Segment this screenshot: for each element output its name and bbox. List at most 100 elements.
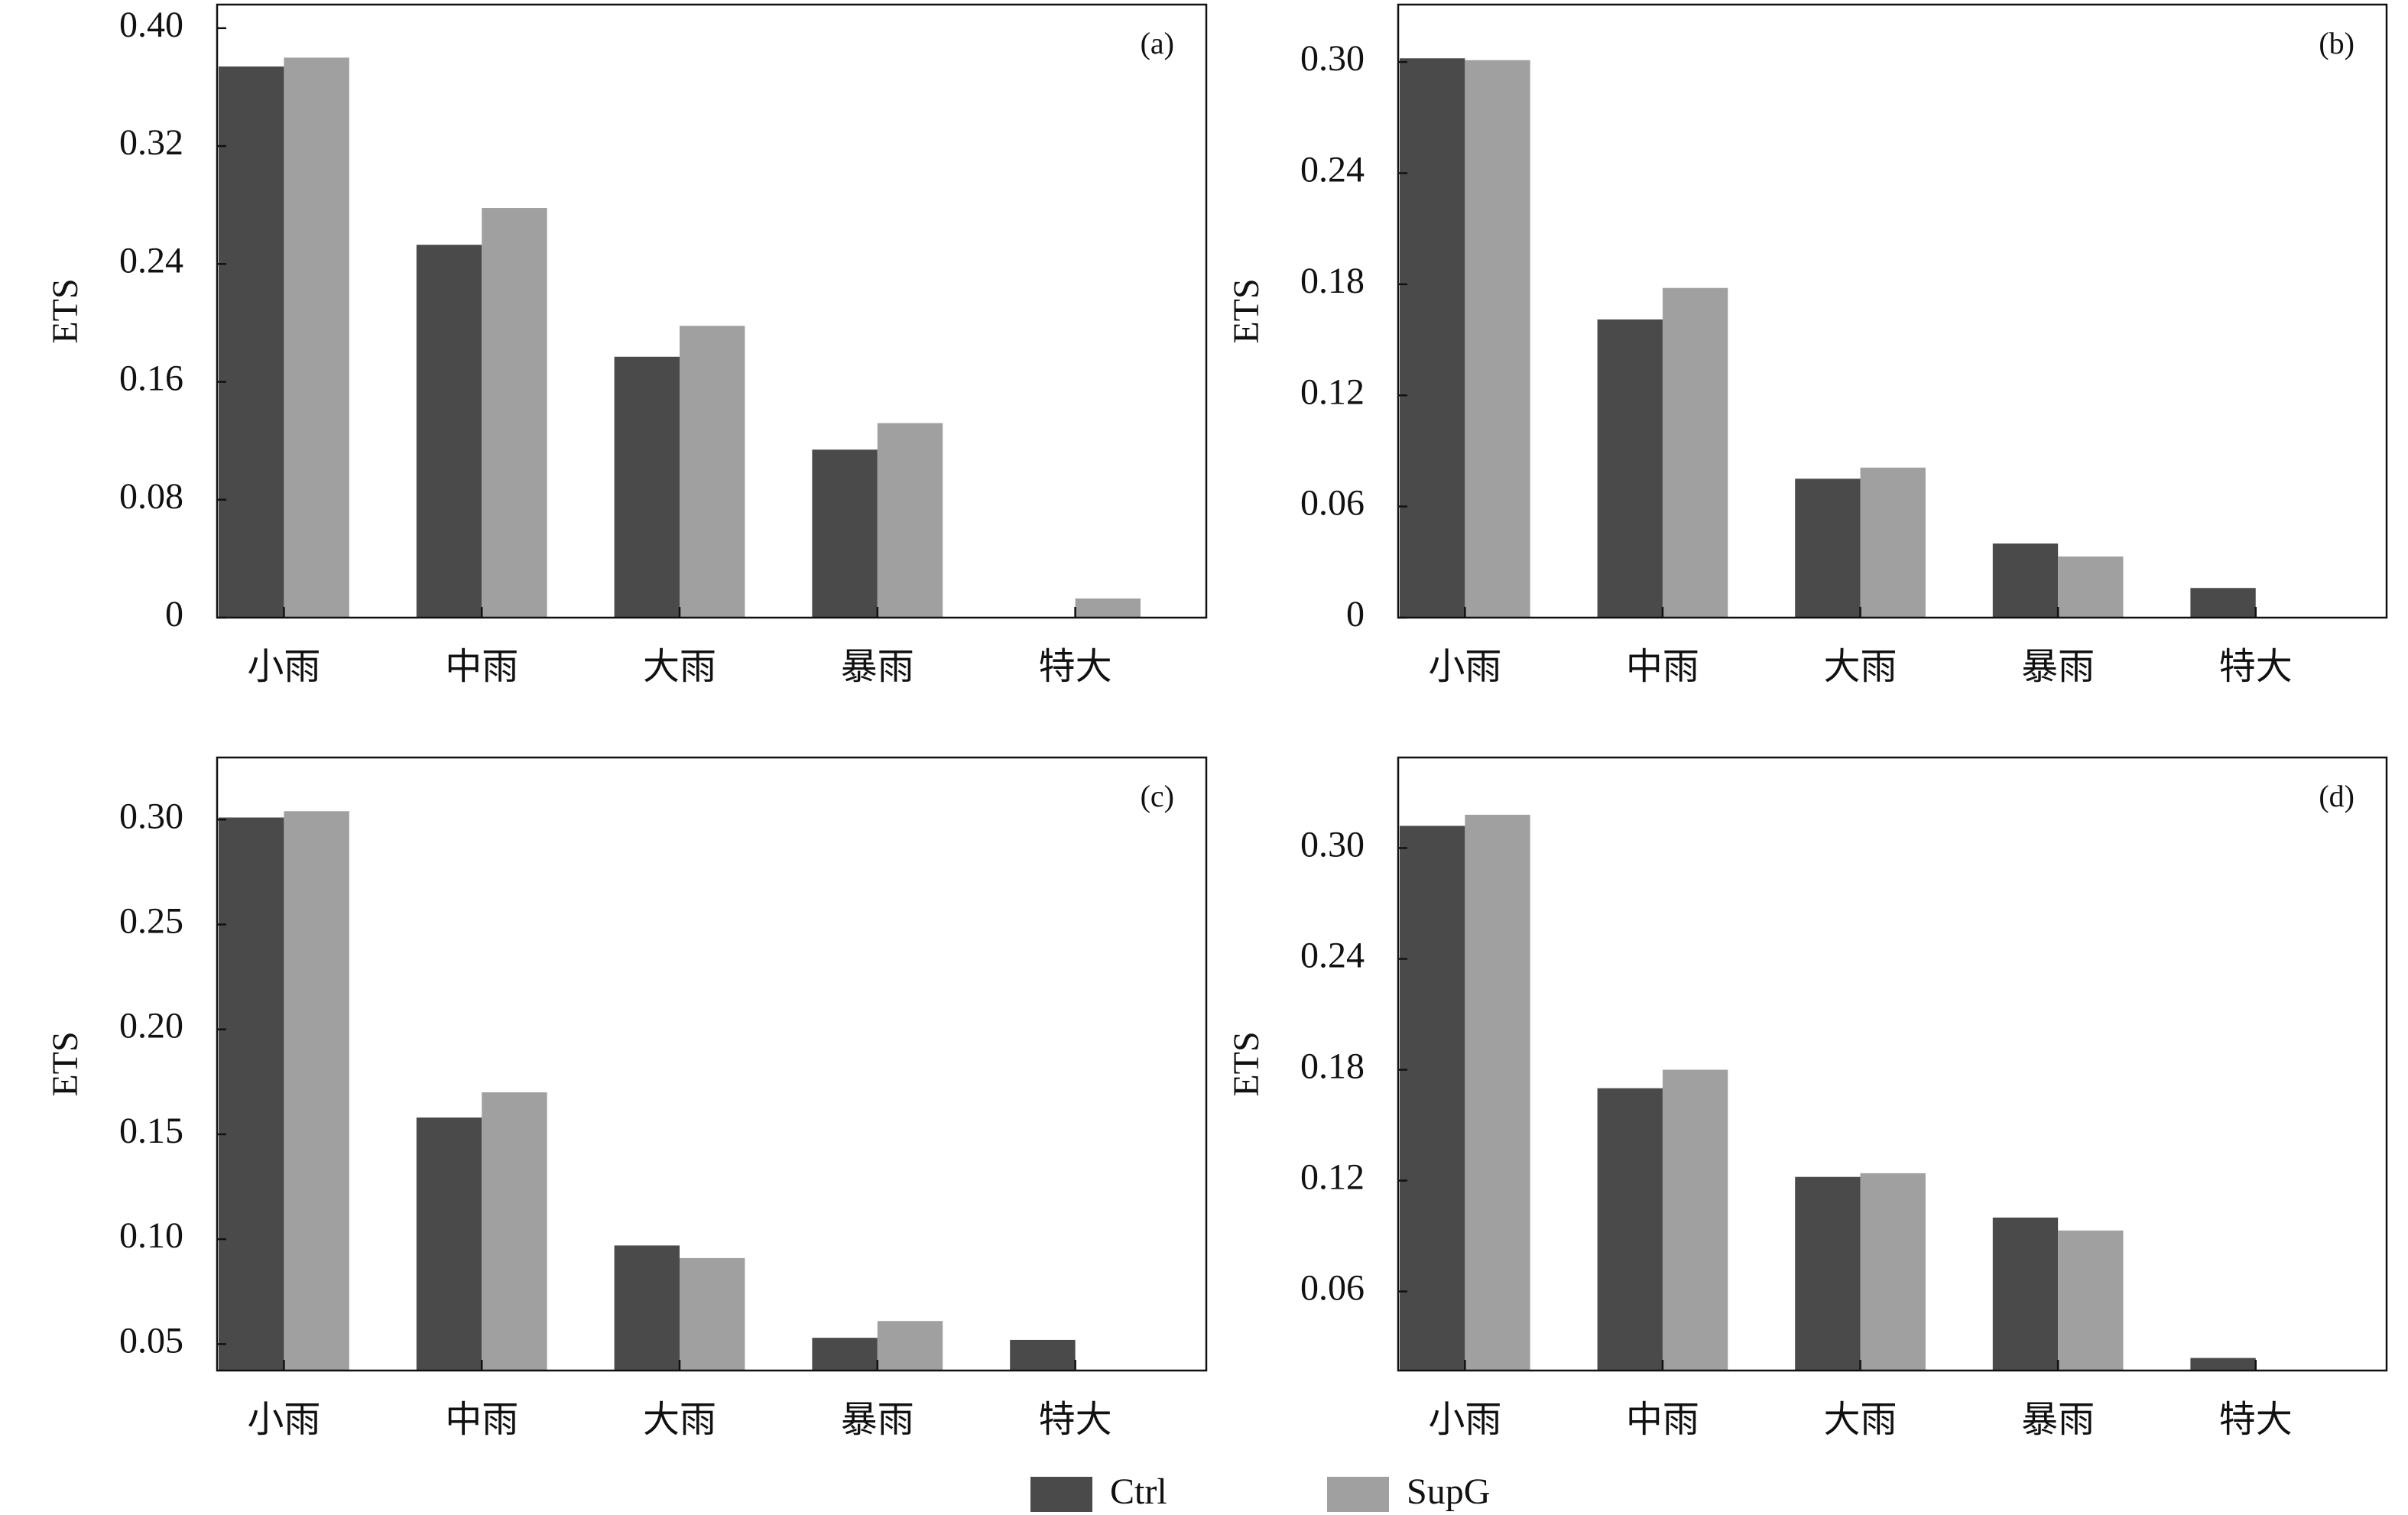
- y-tick-label: 0.12: [1300, 371, 1365, 412]
- x-tick-label: 小雨: [247, 647, 320, 687]
- bar: [1662, 1069, 1728, 1371]
- bar: [219, 66, 284, 618]
- y-tick-label: 0.08: [119, 476, 183, 517]
- y-axis-label: ETS: [45, 278, 86, 343]
- x-tick-label: 中雨: [1626, 647, 1699, 687]
- x-tick-label: 暴雨: [2021, 647, 2095, 687]
- bar: [680, 1257, 745, 1371]
- y-tick-label: 0.10: [119, 1215, 183, 1256]
- x-tick-label: 暴雨: [841, 647, 914, 687]
- bar: [1400, 58, 1465, 618]
- panel-label: (d): [2319, 779, 2354, 813]
- y-tick-label: 0.30: [119, 796, 183, 836]
- bar: [1075, 598, 1141, 618]
- bar: [482, 208, 547, 618]
- y-tick-label: 0: [1346, 594, 1365, 634]
- y-tick-label: 0.24: [1300, 150, 1365, 190]
- y-tick-label: 0.16: [119, 358, 183, 399]
- x-tick-label: 中雨: [445, 1400, 518, 1440]
- plot-area: [1400, 814, 2321, 1403]
- x-tick-label: 大雨: [1824, 1400, 1897, 1440]
- x-tick-label: 中雨: [445, 647, 518, 687]
- bar: [416, 245, 482, 618]
- bar: [284, 811, 349, 1371]
- axis-box: [216, 3, 1208, 619]
- bar: [1992, 543, 2059, 618]
- bar: [2058, 1230, 2124, 1371]
- axis-box: [216, 756, 1208, 1372]
- y-tick-label: 0.18: [1300, 1046, 1365, 1087]
- y-tick-label: 0.06: [1300, 1268, 1365, 1309]
- bar: [1010, 1339, 1076, 1371]
- y-tick-label: 0.06: [1300, 483, 1365, 524]
- bar: [614, 1245, 680, 1371]
- bar: [614, 356, 680, 618]
- bar: [2190, 588, 2256, 618]
- y-tick-label: 0.12: [1300, 1157, 1365, 1198]
- bar: [2190, 1358, 2256, 1371]
- bar: [1860, 1173, 1926, 1371]
- bar: [1992, 1217, 2059, 1371]
- x-tick-label: 特大: [2219, 647, 2293, 687]
- y-tick-label: 0.05: [119, 1320, 183, 1361]
- legend-swatch: [1327, 1477, 1389, 1512]
- bar: [1597, 1088, 1663, 1371]
- bar: [1465, 814, 1530, 1371]
- x-tick-label: 大雨: [1824, 647, 1897, 687]
- x-tick-label: 大雨: [643, 647, 716, 687]
- x-tick-label: 暴雨: [2021, 1400, 2095, 1440]
- bar: [1662, 287, 1728, 618]
- x-tick-label: 小雨: [1428, 647, 1501, 687]
- bar: [1400, 826, 1465, 1371]
- plot-area: [219, 57, 1141, 618]
- plot-area: [219, 811, 1076, 1371]
- y-tick-label: 0: [165, 594, 183, 634]
- x-tick-label: 小雨: [247, 1400, 320, 1440]
- y-tick-label: 0.30: [1300, 824, 1365, 865]
- bar: [1597, 319, 1663, 618]
- x-tick-label: 特大: [1039, 647, 1112, 687]
- x-tick-label: 大雨: [643, 1400, 716, 1440]
- bar: [877, 1321, 943, 1371]
- panel-label: (a): [1141, 26, 1174, 60]
- legend-label: SupG: [1407, 1471, 1490, 1512]
- bar: [1465, 60, 1530, 618]
- panel-label: (c): [1141, 779, 1174, 813]
- y-tick-label: 0.40: [119, 5, 183, 45]
- bar: [416, 1117, 482, 1371]
- y-axis-label: ETS: [1226, 1031, 1267, 1096]
- bar: [219, 817, 284, 1371]
- y-tick-label: 0.24: [119, 240, 183, 281]
- y-tick-label: 0.30: [1300, 38, 1365, 79]
- bar: [1795, 479, 1861, 618]
- bar: [482, 1092, 547, 1371]
- y-tick-label: 0.18: [1300, 261, 1365, 301]
- x-tick-label: 中雨: [1626, 1400, 1699, 1440]
- bar: [680, 326, 745, 618]
- bar: [1795, 1176, 1861, 1371]
- y-tick-label: 0.25: [119, 900, 183, 941]
- legend-swatch: [1030, 1477, 1092, 1512]
- y-tick-label: 0.24: [1300, 935, 1365, 975]
- y-tick-label: 0.15: [119, 1111, 183, 1151]
- y-axis-label: ETS: [45, 1031, 86, 1096]
- x-tick-label: 特大: [1039, 1400, 1112, 1440]
- y-axis-label: ETS: [1226, 278, 1267, 343]
- bar: [812, 449, 878, 618]
- bar: [877, 423, 943, 618]
- x-tick-label: 特大: [2219, 1400, 2293, 1440]
- plot-area: [1400, 58, 2256, 618]
- legend-label: Ctrl: [1110, 1471, 1167, 1512]
- panel-label: (b): [2319, 26, 2354, 60]
- bar: [812, 1338, 878, 1371]
- x-tick-label: 暴雨: [841, 1400, 914, 1440]
- x-tick-label: 小雨: [1428, 1400, 1501, 1440]
- y-tick-label: 0.20: [119, 1006, 183, 1046]
- bar: [284, 57, 349, 618]
- bar: [1860, 467, 1926, 618]
- bar: [2058, 556, 2124, 618]
- bar: [2256, 1371, 2321, 1403]
- axis-box: [1397, 756, 2388, 1372]
- axis-box: [1397, 3, 2388, 619]
